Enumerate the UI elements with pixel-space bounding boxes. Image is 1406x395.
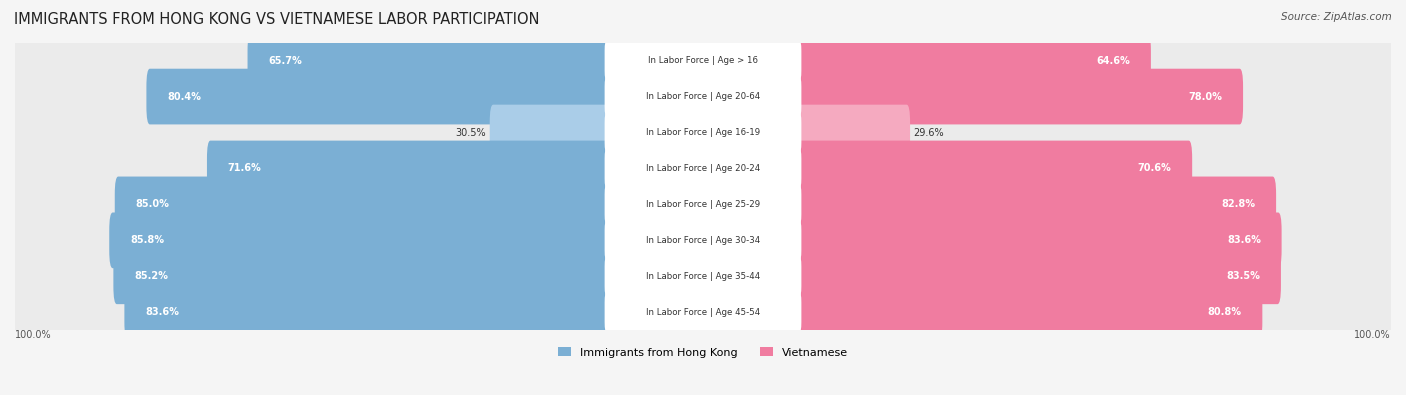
FancyBboxPatch shape	[15, 186, 1391, 223]
FancyBboxPatch shape	[15, 222, 1391, 259]
FancyBboxPatch shape	[247, 33, 706, 88]
Text: In Labor Force | Age 30-34: In Labor Force | Age 30-34	[645, 236, 761, 245]
FancyBboxPatch shape	[605, 112, 801, 153]
Text: 83.6%: 83.6%	[1227, 235, 1261, 245]
FancyBboxPatch shape	[15, 114, 1391, 151]
Text: Source: ZipAtlas.com: Source: ZipAtlas.com	[1281, 12, 1392, 22]
FancyBboxPatch shape	[605, 184, 801, 225]
Text: In Labor Force | Age > 16: In Labor Force | Age > 16	[648, 56, 758, 65]
Text: 78.0%: 78.0%	[1188, 92, 1222, 102]
Text: 71.6%: 71.6%	[228, 164, 262, 173]
Text: 30.5%: 30.5%	[456, 128, 486, 137]
FancyBboxPatch shape	[146, 69, 706, 124]
FancyBboxPatch shape	[700, 248, 1281, 304]
FancyBboxPatch shape	[15, 294, 1391, 331]
Text: 85.0%: 85.0%	[135, 199, 169, 209]
FancyBboxPatch shape	[605, 40, 801, 81]
Text: In Labor Force | Age 45-54: In Labor Force | Age 45-54	[645, 308, 761, 317]
Text: 85.2%: 85.2%	[134, 271, 167, 281]
Text: In Labor Force | Age 20-64: In Labor Force | Age 20-64	[645, 92, 761, 101]
FancyBboxPatch shape	[605, 148, 801, 189]
FancyBboxPatch shape	[115, 177, 706, 232]
Text: 70.6%: 70.6%	[1137, 164, 1171, 173]
FancyBboxPatch shape	[605, 220, 801, 261]
FancyBboxPatch shape	[489, 105, 706, 160]
FancyBboxPatch shape	[114, 248, 706, 304]
Text: In Labor Force | Age 20-24: In Labor Force | Age 20-24	[645, 164, 761, 173]
FancyBboxPatch shape	[15, 150, 1391, 187]
Text: In Labor Force | Age 16-19: In Labor Force | Age 16-19	[645, 128, 761, 137]
FancyBboxPatch shape	[110, 213, 706, 268]
FancyBboxPatch shape	[605, 292, 801, 333]
FancyBboxPatch shape	[605, 76, 801, 117]
Text: 29.6%: 29.6%	[914, 128, 945, 137]
FancyBboxPatch shape	[124, 284, 706, 340]
Text: In Labor Force | Age 35-44: In Labor Force | Age 35-44	[645, 272, 761, 281]
Text: 80.8%: 80.8%	[1208, 307, 1241, 317]
FancyBboxPatch shape	[700, 141, 1192, 196]
FancyBboxPatch shape	[15, 258, 1391, 295]
Text: 100.0%: 100.0%	[15, 330, 52, 340]
Text: 100.0%: 100.0%	[1354, 330, 1391, 340]
Text: In Labor Force | Age 25-29: In Labor Force | Age 25-29	[645, 200, 761, 209]
FancyBboxPatch shape	[207, 141, 706, 196]
FancyBboxPatch shape	[700, 284, 1263, 340]
Text: 83.5%: 83.5%	[1226, 271, 1260, 281]
FancyBboxPatch shape	[700, 105, 910, 160]
Text: 65.7%: 65.7%	[269, 56, 302, 66]
FancyBboxPatch shape	[700, 213, 1282, 268]
FancyBboxPatch shape	[700, 69, 1243, 124]
Text: 64.6%: 64.6%	[1097, 56, 1130, 66]
FancyBboxPatch shape	[15, 42, 1391, 79]
Text: 85.8%: 85.8%	[129, 235, 165, 245]
FancyBboxPatch shape	[15, 78, 1391, 115]
Legend: Immigrants from Hong Kong, Vietnamese: Immigrants from Hong Kong, Vietnamese	[554, 343, 852, 362]
Text: 80.4%: 80.4%	[167, 92, 201, 102]
FancyBboxPatch shape	[700, 33, 1152, 88]
FancyBboxPatch shape	[605, 256, 801, 297]
Text: IMMIGRANTS FROM HONG KONG VS VIETNAMESE LABOR PARTICIPATION: IMMIGRANTS FROM HONG KONG VS VIETNAMESE …	[14, 12, 540, 27]
Text: 83.6%: 83.6%	[145, 307, 179, 317]
Text: 82.8%: 82.8%	[1222, 199, 1256, 209]
FancyBboxPatch shape	[700, 177, 1277, 232]
